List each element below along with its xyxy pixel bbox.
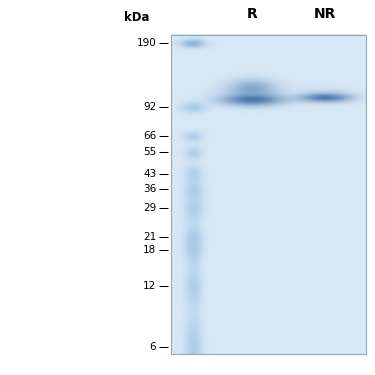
Text: 66: 66 <box>143 131 156 141</box>
Text: 92: 92 <box>143 102 156 112</box>
Text: 6: 6 <box>150 342 156 352</box>
Text: R: R <box>247 7 258 21</box>
Text: 12: 12 <box>143 281 156 291</box>
Text: 29: 29 <box>143 203 156 213</box>
Text: 43: 43 <box>143 169 156 179</box>
Text: NR: NR <box>314 7 336 21</box>
Text: 190: 190 <box>136 38 156 48</box>
Text: 18: 18 <box>143 245 156 255</box>
Text: 21: 21 <box>143 232 156 242</box>
Text: kDa: kDa <box>124 11 150 24</box>
Text: 36: 36 <box>143 184 156 194</box>
Text: 55: 55 <box>143 147 156 157</box>
